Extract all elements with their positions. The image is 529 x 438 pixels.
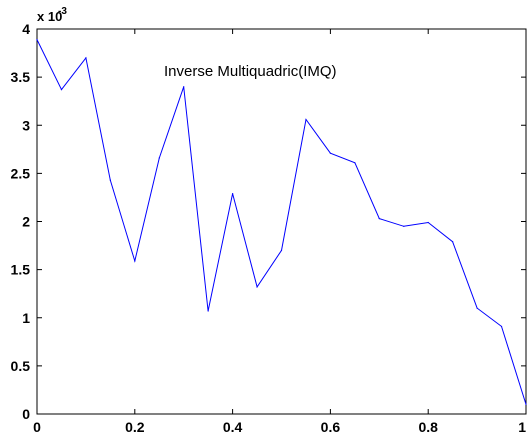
- data-point: [109, 179, 111, 181]
- y-tick-label: 3.5: [11, 69, 31, 85]
- data-point: [452, 241, 454, 243]
- y-tick-label: 3: [22, 117, 30, 133]
- x-tick-label: 0: [33, 419, 41, 435]
- y-tick-label: 1.5: [11, 262, 31, 278]
- x-tick-label: 0.8: [418, 419, 438, 435]
- y-tick-label: 2.5: [11, 165, 31, 181]
- y-tick-label: 2: [22, 214, 30, 230]
- data-point: [476, 307, 478, 309]
- data-point: [60, 89, 63, 91]
- y-axis-multiplier-exponent: -3: [58, 6, 67, 17]
- data-point: [329, 152, 331, 154]
- x-tick-label: 1: [518, 419, 526, 435]
- y-tick-label: 1: [22, 310, 30, 326]
- series-group: [36, 38, 527, 405]
- data-point: [207, 310, 209, 312]
- chart-annotation: Inverse Multiquadric(IMQ): [164, 63, 337, 80]
- data-point: [158, 157, 160, 159]
- data-point: [183, 86, 185, 88]
- data-point: [378, 218, 380, 220]
- data-point: [354, 162, 356, 164]
- data-point: [500, 325, 503, 328]
- data-point: [134, 260, 136, 262]
- y-tick-labels: 0 0.5 1 1.5 2 2.5 3 3.5 4: [11, 21, 31, 422]
- data-point: [36, 38, 38, 41]
- series-line: [36, 39, 527, 405]
- y-tick-label: 0: [22, 406, 30, 422]
- data-point: [427, 221, 429, 224]
- y-axis-multiplier: x 10: [37, 9, 62, 24]
- y-tick-label: 0.5: [11, 358, 31, 374]
- data-point: [256, 286, 258, 288]
- data-point: [305, 118, 307, 121]
- x-tick-labels: 0 0.2 0.4 0.6 0.8 1: [33, 419, 526, 435]
- plot-area-frame: [36, 28, 527, 415]
- y-tick-label: 4: [22, 21, 30, 37]
- x-tick-label: 0.6: [321, 419, 341, 435]
- data-point: [280, 249, 283, 251]
- data-point: [85, 57, 87, 59]
- data-point: [232, 192, 234, 195]
- tick-marks: [36, 28, 527, 415]
- x-tick-label: 0.4: [223, 419, 243, 435]
- data-point: [525, 403, 527, 405]
- data-point: [403, 225, 405, 227]
- x-tick-label: 0.2: [125, 419, 145, 435]
